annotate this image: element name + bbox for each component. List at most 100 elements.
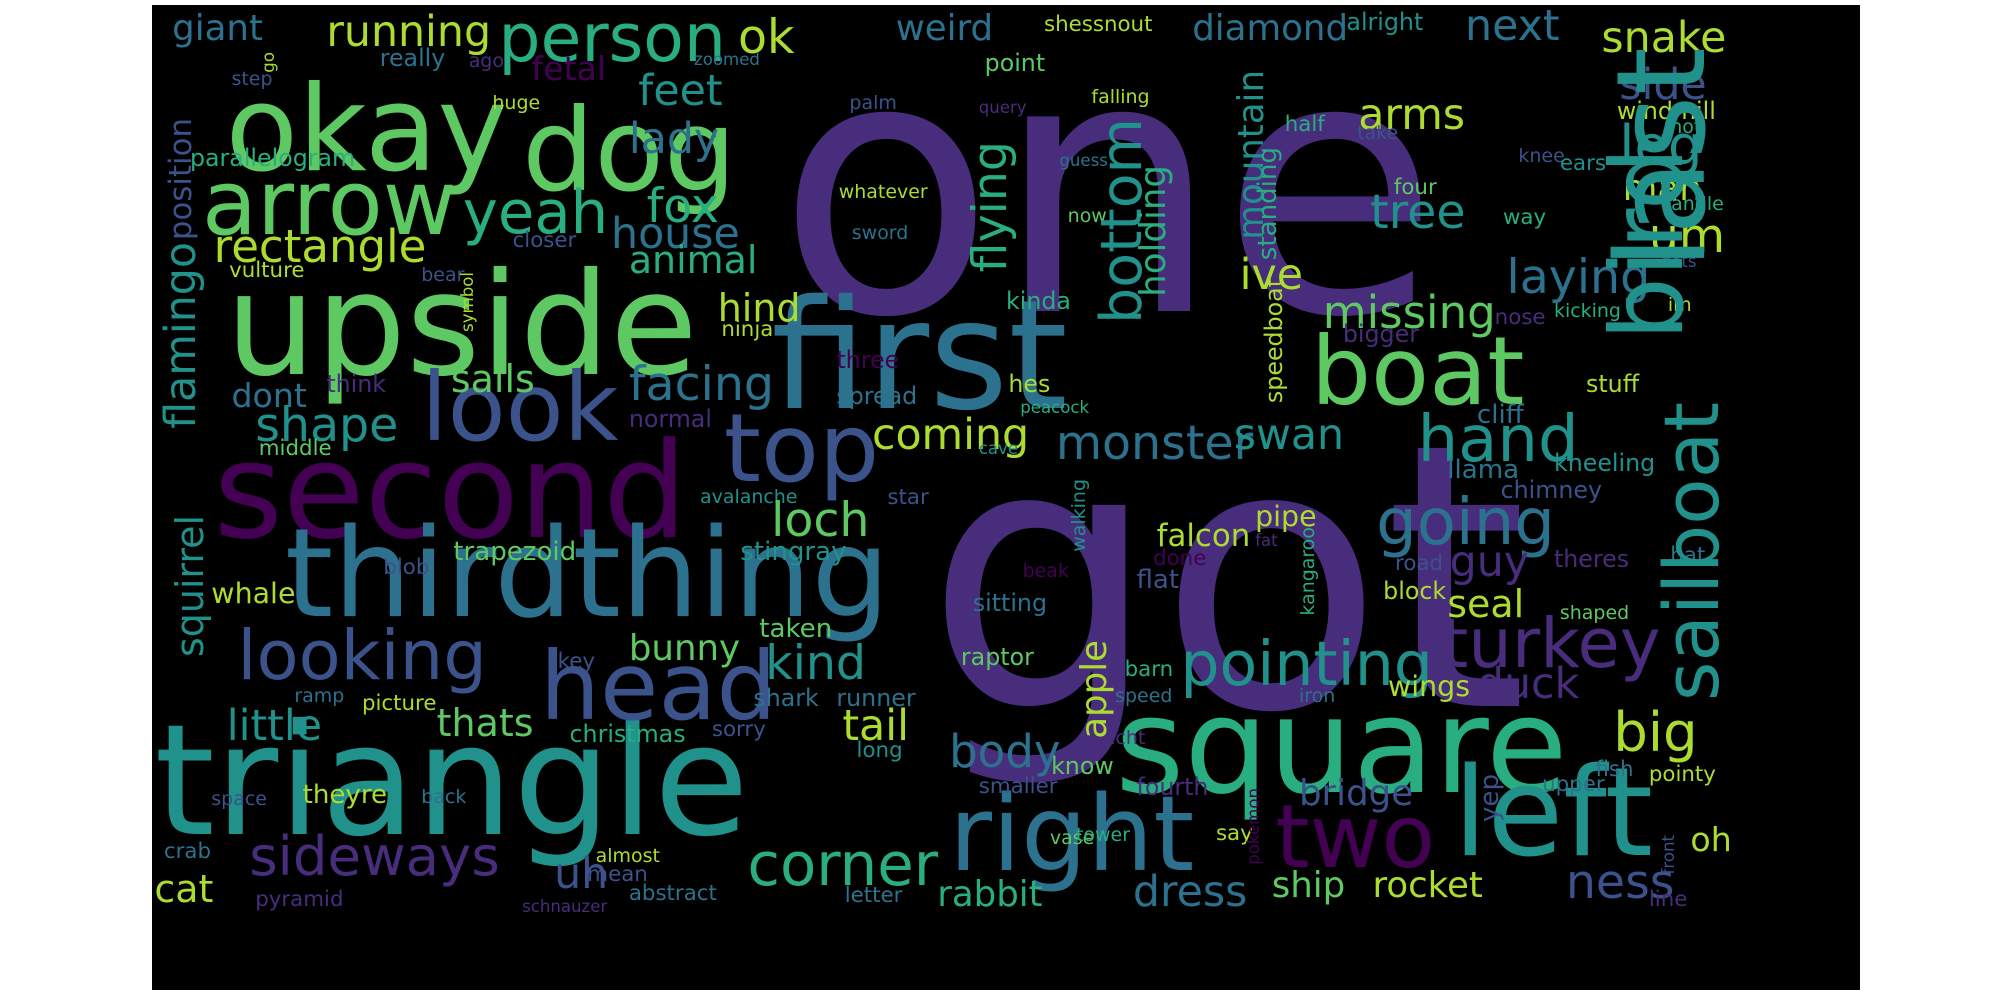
word-line: line xyxy=(1648,886,1688,912)
word-llama: llama xyxy=(1447,454,1520,485)
word-going: going xyxy=(1376,486,1555,561)
word-pointing: pointing xyxy=(1180,627,1433,700)
word-chimney: chimney xyxy=(1500,476,1603,505)
word-second: second xyxy=(213,415,688,570)
word-arrow: arrow xyxy=(201,151,457,257)
word-seal: seal xyxy=(1447,582,1525,627)
word-one: one xyxy=(777,5,1440,395)
word-monster: monster xyxy=(1055,416,1254,472)
word-sorry: sorry xyxy=(711,717,766,743)
word-stuff: stuff xyxy=(1586,369,1640,398)
word-flat: flat xyxy=(1136,565,1180,596)
word-upside: upside xyxy=(225,242,698,409)
word-shaped: shaped xyxy=(1559,601,1630,624)
word-pipe: pipe xyxy=(1255,500,1317,534)
word-rabbit: rabbit xyxy=(937,873,1043,915)
word-really: really xyxy=(379,43,446,72)
word-flamingo: flamingo xyxy=(156,242,207,429)
word-nose: nose xyxy=(1494,305,1546,331)
word-facing: facing xyxy=(628,356,775,412)
word-shessnout: shessnout xyxy=(1043,12,1153,38)
word-beak: beak xyxy=(1022,560,1069,583)
word-flying: flying xyxy=(962,141,1018,273)
word-guy: guy xyxy=(1449,537,1530,588)
word-dont: dont xyxy=(231,375,307,415)
word-boat: boat xyxy=(1310,317,1525,428)
word-kangaroo: kangaroo xyxy=(1296,526,1319,616)
word-road: road xyxy=(1395,550,1444,576)
word-missing: missing xyxy=(1322,285,1496,339)
word-cloud: one got first upside second thirdthing triangl… xyxy=(152,5,1860,990)
word-arms: arms xyxy=(1358,89,1466,140)
word-runner: runner xyxy=(836,684,916,712)
word-position: position xyxy=(163,117,200,240)
word-corner: corner xyxy=(747,830,939,900)
word-rectangle: rectangle xyxy=(213,220,427,274)
word-peacock: peacock xyxy=(1020,397,1090,417)
word-middle: middle xyxy=(258,435,332,461)
word-way: way xyxy=(1502,204,1547,230)
word-theres: theres xyxy=(1553,545,1630,574)
word-vase: vase xyxy=(1049,827,1095,850)
word-star: star xyxy=(887,484,929,510)
word-alright: alright xyxy=(1346,7,1424,36)
word-blob: blob xyxy=(383,554,430,580)
word-thats: thats xyxy=(436,700,534,745)
word-man: man xyxy=(1622,168,1702,210)
word-person: person xyxy=(498,5,726,77)
word-falcon: falcon xyxy=(1156,517,1251,554)
word-rocket: rocket xyxy=(1372,865,1483,907)
word-letter: letter xyxy=(844,883,903,909)
word-kinda: kinda xyxy=(1006,286,1071,315)
word-three: three xyxy=(836,345,900,374)
word-animal: animal xyxy=(628,238,758,283)
word-back: back xyxy=(421,785,467,808)
word-square: square xyxy=(1115,670,1568,825)
word-holding: holding xyxy=(1133,165,1175,297)
word-wings: wings xyxy=(1387,669,1471,703)
word-ears: ears xyxy=(1559,151,1607,177)
word-speedboat: speedboat xyxy=(1260,277,1289,403)
word-hat: hat xyxy=(1670,542,1706,568)
word-snake: snake xyxy=(1601,12,1727,63)
word-little: little xyxy=(226,700,323,751)
word-ive: ive xyxy=(1239,250,1304,301)
word-loch: loch xyxy=(771,493,870,549)
word-raptor: raptor xyxy=(960,642,1034,671)
word-taken: taken xyxy=(759,613,833,644)
word-dots: dots xyxy=(1660,252,1697,272)
word-pointy: pointy xyxy=(1648,762,1716,788)
word-step: step xyxy=(231,68,273,91)
word-got: got xyxy=(925,365,1528,794)
word-spread: spread xyxy=(836,381,918,410)
word-look: look xyxy=(421,352,619,463)
word-windmill: windmill xyxy=(1616,96,1716,125)
word-shark: shark xyxy=(753,684,819,712)
word-theyre: theyre xyxy=(302,779,388,810)
word-bridge: bridge xyxy=(1298,772,1414,814)
word-okay: okay xyxy=(225,60,508,199)
word-hes: hes xyxy=(1008,369,1051,398)
word-fox: fox xyxy=(646,178,719,234)
word-half: half xyxy=(1284,112,1325,138)
word-zoomed: zoomed xyxy=(694,50,760,70)
word-next: next xyxy=(1465,5,1560,51)
word-knee: knee xyxy=(1518,145,1565,168)
word-whatever: whatever xyxy=(838,180,928,203)
word-head: head xyxy=(539,631,777,742)
word-crab: crab xyxy=(163,839,211,865)
word-speed: speed xyxy=(1115,685,1173,707)
word-fourth: fourth xyxy=(1136,772,1209,801)
word-coming: coming xyxy=(871,410,1030,461)
word-closer: closer xyxy=(512,228,577,254)
word-first: first xyxy=(771,267,1068,445)
word-sailboat: sailboat xyxy=(1647,402,1736,702)
word-leg: leg xyxy=(1619,112,1703,177)
word-hand: hand xyxy=(1417,403,1579,478)
word-cat: cat xyxy=(154,866,214,911)
word-go: go xyxy=(259,52,279,74)
word-pokemon: pokemon xyxy=(1243,787,1263,865)
word-tower: tower xyxy=(1075,823,1130,846)
word-squirrel: squirrel xyxy=(168,515,213,658)
word-picture: picture xyxy=(361,690,437,716)
